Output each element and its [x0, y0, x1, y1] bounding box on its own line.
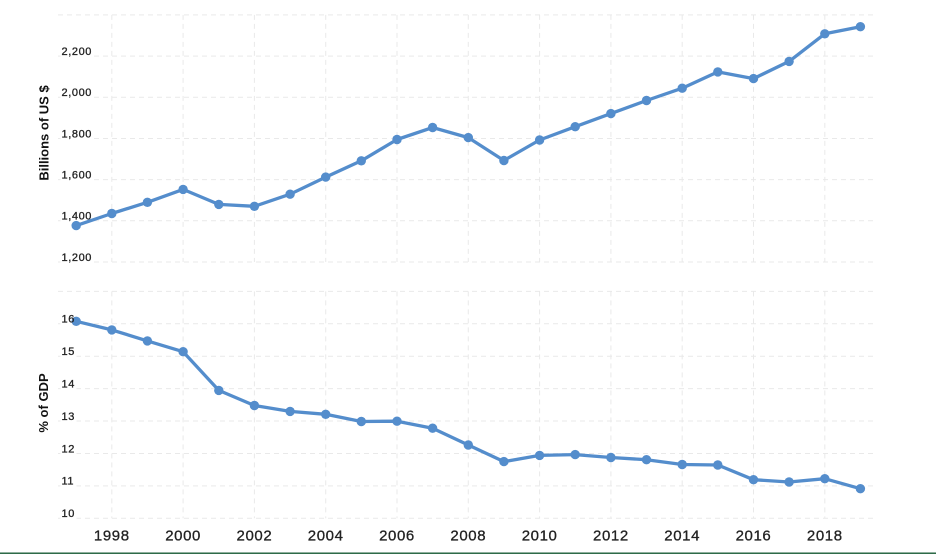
svg-text:1,800: 1,800 [62, 128, 93, 140]
svg-text:11: 11 [62, 476, 75, 488]
svg-text:2014: 2014 [664, 527, 700, 544]
svg-text:2016: 2016 [736, 527, 772, 544]
svg-text:2008: 2008 [450, 527, 486, 544]
svg-text:% of GDP: % of GDP [36, 373, 51, 433]
svg-text:Billions of US $: Billions of US $ [37, 85, 52, 181]
svg-text:2010: 2010 [522, 527, 558, 544]
svg-text:2004: 2004 [308, 527, 344, 544]
svg-text:2002: 2002 [237, 527, 273, 544]
svg-text:12: 12 [62, 443, 75, 455]
svg-text:2006: 2006 [379, 527, 415, 544]
svg-text:1,400: 1,400 [62, 211, 93, 223]
svg-text:15: 15 [62, 346, 75, 358]
svg-text:1998: 1998 [94, 527, 130, 544]
svg-text:2,000: 2,000 [62, 87, 93, 99]
svg-text:14: 14 [62, 378, 75, 390]
svg-text:2012: 2012 [593, 527, 629, 544]
svg-text:2,200: 2,200 [62, 46, 93, 58]
svg-text:1,200: 1,200 [62, 252, 93, 264]
svg-text:13: 13 [62, 411, 75, 423]
svg-text:1,600: 1,600 [62, 169, 93, 181]
svg-text:16: 16 [62, 314, 75, 326]
svg-text:2000: 2000 [165, 527, 201, 544]
svg-text:2018: 2018 [807, 527, 843, 544]
svg-text:10: 10 [62, 508, 75, 520]
